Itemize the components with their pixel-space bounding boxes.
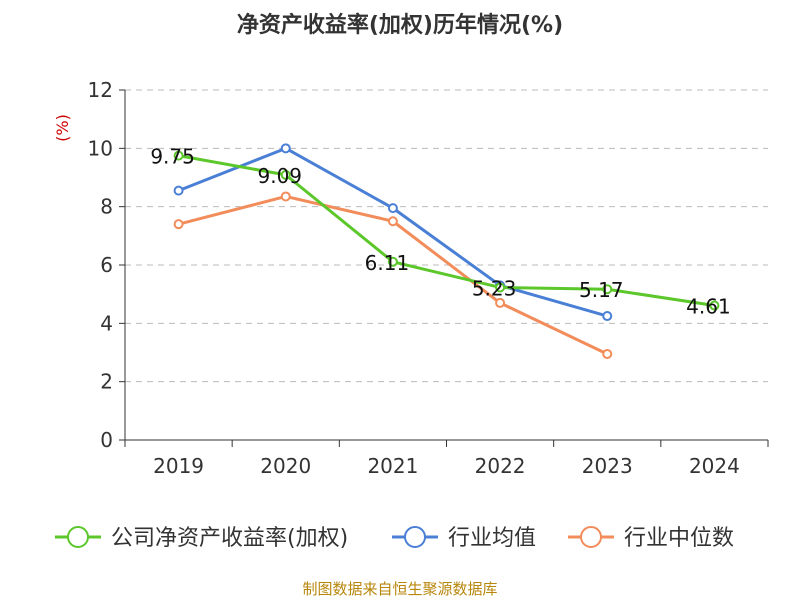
series-line-1 bbox=[178, 146, 608, 318]
grid-lines bbox=[125, 89, 768, 383]
x-tick-label-2020: 2020 bbox=[260, 454, 311, 478]
legend: 公司净资产收益率(加权) 行业均值 行业中位数 bbox=[55, 526, 734, 551]
y-tick-label: 4 bbox=[100, 311, 113, 335]
x-tick-label-2023: 2023 bbox=[582, 454, 633, 478]
series-point-0 bbox=[495, 282, 506, 293]
series-point-1 bbox=[280, 143, 291, 154]
series-point-0 bbox=[280, 169, 291, 180]
data-label: 9.75 bbox=[150, 145, 195, 169]
y-tick-label: 2 bbox=[100, 370, 113, 394]
legend-label: 行业中位数 bbox=[624, 526, 734, 551]
data-label: 5.17 bbox=[579, 278, 624, 302]
series-point-1 bbox=[602, 311, 613, 322]
series-point-2 bbox=[387, 216, 398, 227]
data-labels: 9.75 9.09 6.11 5.23 5.17 4.61 bbox=[150, 145, 730, 319]
series-point-2 bbox=[173, 219, 184, 230]
legend-label: 行业均值 bbox=[448, 526, 536, 551]
legend-swatch-marker bbox=[404, 526, 426, 548]
series-point-2 bbox=[280, 191, 291, 202]
series-point-2 bbox=[495, 297, 506, 308]
y-tick-label: 8 bbox=[100, 195, 113, 219]
y-axis-unit-label: (%) bbox=[53, 114, 72, 142]
data-label: 6.11 bbox=[365, 251, 410, 275]
data-label: 4.61 bbox=[686, 295, 731, 319]
y-tick-label: 6 bbox=[100, 253, 113, 277]
x-tick-label-2024: 2024 bbox=[689, 454, 740, 478]
source-note: 制图数据来自恒生聚源数据库 bbox=[302, 580, 497, 598]
axes: 0 2 4 6 8 10 12 2019 2020 2021 2022 2023 2024 bbox=[88, 78, 769, 478]
legend-swatch-marker bbox=[580, 526, 602, 548]
x-tick-label-2019: 2019 bbox=[153, 454, 204, 478]
data-label: 9.09 bbox=[257, 164, 302, 188]
x-tick-label-2022: 2022 bbox=[475, 454, 526, 478]
series-point-1 bbox=[387, 203, 398, 214]
legend-label: 公司净资产收益率(加权) bbox=[111, 526, 348, 551]
x-tick-label-2021: 2021 bbox=[367, 454, 418, 478]
series-lines bbox=[173, 143, 720, 359]
data-label: 5.23 bbox=[472, 276, 517, 300]
series-point-0 bbox=[387, 256, 398, 267]
y-tick-label: 0 bbox=[100, 428, 113, 452]
series-point-0 bbox=[602, 284, 613, 295]
series-point-2 bbox=[602, 348, 613, 359]
y-tick-label: 12 bbox=[88, 78, 113, 102]
series-line-0 bbox=[178, 154, 715, 308]
chart-title: 净资产收益率(加权)历年情况(%) bbox=[237, 12, 563, 38]
series-point-1 bbox=[173, 185, 184, 196]
legend-swatch-marker bbox=[67, 526, 89, 548]
series-point-0 bbox=[709, 300, 720, 311]
y-tick-label: 10 bbox=[88, 136, 113, 160]
series-point-0 bbox=[173, 150, 184, 161]
